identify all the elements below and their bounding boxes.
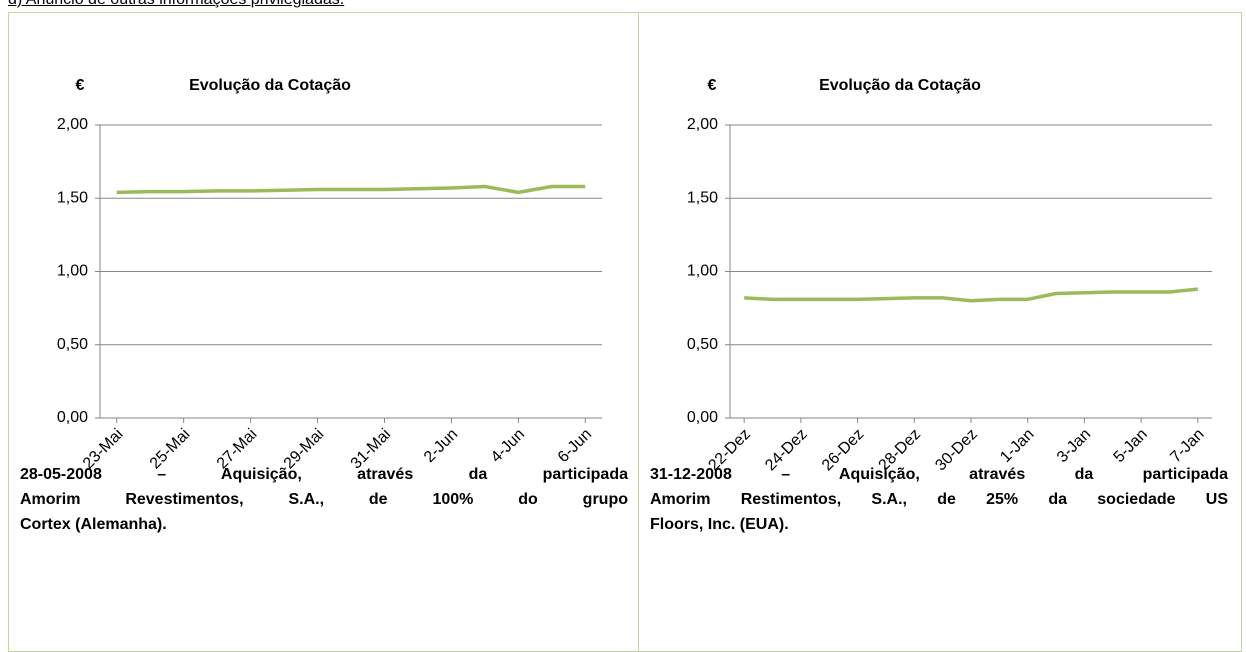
series-line bbox=[116, 184, 586, 195]
caption-line: Cortex (Alemanha). bbox=[20, 516, 167, 533]
chart-title: Evolução da Cotação bbox=[189, 77, 351, 94]
y-tick-label: 2,00 bbox=[57, 116, 88, 133]
y-unit: € bbox=[76, 77, 85, 94]
series-line bbox=[744, 287, 1198, 303]
chart-title: Evolução da Cotação bbox=[819, 77, 981, 94]
caption: 31-12-2008 – Aquisição, através da parti… bbox=[650, 462, 1228, 537]
y-tick-label: 1,00 bbox=[57, 263, 88, 280]
x-tick-label: 1-Jan bbox=[997, 426, 1037, 466]
x-tick-label: 2-Jun bbox=[421, 426, 461, 466]
x-tick-label: 4-Jun bbox=[488, 426, 528, 466]
x-tick-label: 5-Jan bbox=[1111, 426, 1151, 466]
caption-line: Floors, Inc. (EUA). bbox=[650, 516, 789, 533]
x-tick-label: 7-Jan bbox=[1167, 426, 1207, 466]
caption-line: Amorim Revestimentos, S.A., de 100% do g… bbox=[20, 491, 628, 508]
y-tick-label: 0,50 bbox=[687, 336, 718, 353]
caption-line: Amorim Restimentos, S.A., de 25% da soci… bbox=[650, 491, 1228, 508]
y-tick-label: 1,00 bbox=[687, 263, 718, 280]
caption-line: 31-12-2008 – Aquisição, através da parti… bbox=[650, 466, 1228, 483]
y-tick-label: 1,50 bbox=[57, 189, 88, 206]
caption-line: 28-05-2008 – Aquisição, através da parti… bbox=[20, 466, 628, 483]
header: d) Anúncio de outras informações privile… bbox=[8, 0, 344, 9]
x-tick-label: 6-Jun bbox=[555, 426, 595, 466]
y-unit: € bbox=[708, 77, 717, 94]
x-tick-label: 3-Jan bbox=[1054, 426, 1094, 466]
y-tick-label: 0,50 bbox=[57, 336, 88, 353]
y-tick-label: 0,00 bbox=[57, 409, 88, 426]
caption: 28-05-2008 – Aquisição, através da parti… bbox=[20, 462, 628, 537]
y-tick-label: 2,00 bbox=[687, 116, 718, 133]
y-tick-label: 1,50 bbox=[687, 189, 718, 206]
y-tick-label: 0,00 bbox=[687, 409, 718, 426]
